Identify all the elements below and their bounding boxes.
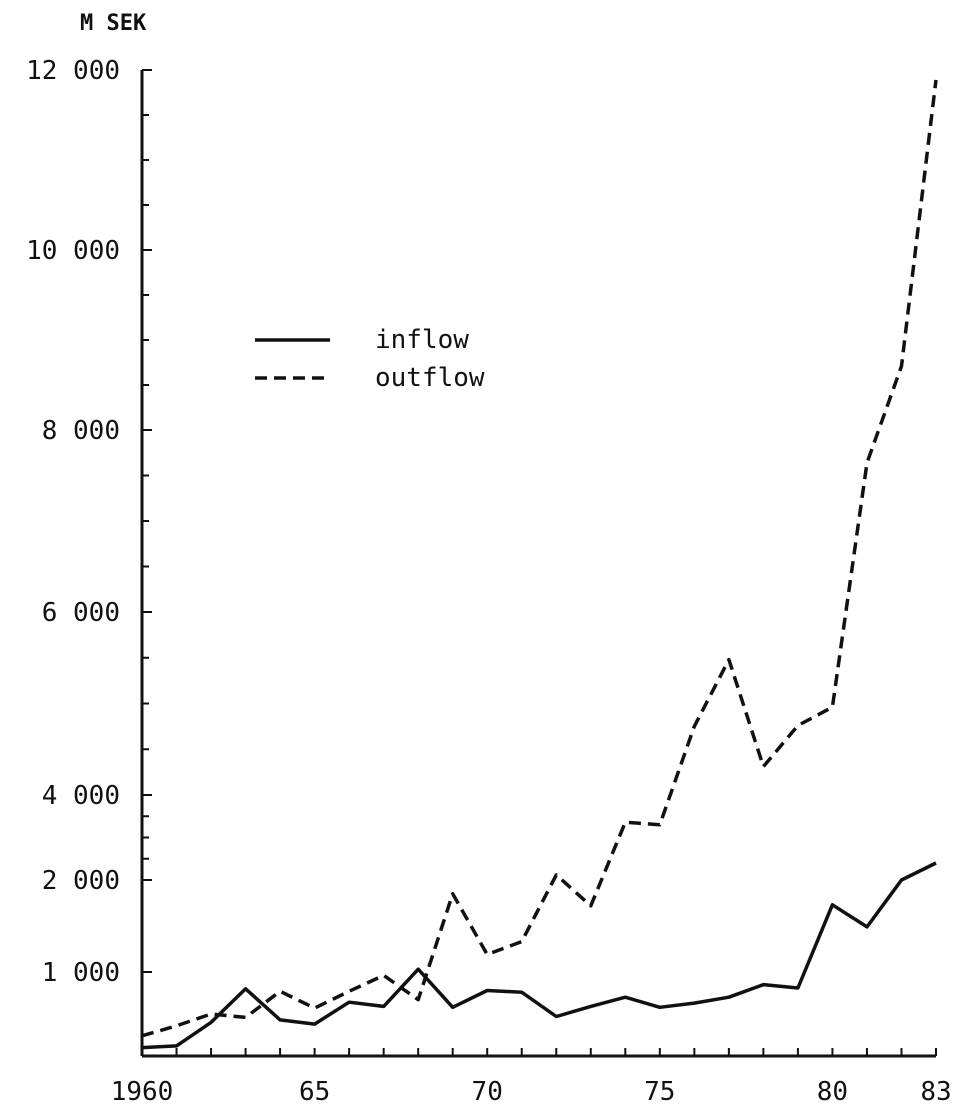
x-tick-label: 70: [472, 1077, 503, 1107]
legend: inflow outflow: [255, 325, 485, 393]
series-line-inflow: [142, 863, 936, 1048]
y-unit-label: M SEK: [80, 11, 147, 36]
y-tick-label: 10 000: [26, 236, 120, 266]
legend-label-inflow: inflow: [375, 325, 469, 355]
x-tick-label: 83: [920, 1077, 951, 1107]
x-tick-label: 65: [299, 1077, 330, 1107]
y-tick-label: 6 000: [42, 598, 120, 628]
x-tick-label: 75: [644, 1077, 675, 1107]
series-group: [142, 80, 936, 1048]
y-axis-ticks: 1 000 2 000 4 000 6 000 8 000 10 000 12 000: [26, 56, 152, 988]
y-tick-label: 4 000: [42, 781, 120, 811]
y-tick-label: 8 000: [42, 416, 120, 446]
y-tick-label: 12 000: [26, 56, 120, 86]
y-tick-label: 1 000: [42, 958, 120, 988]
series-line-outflow: [142, 80, 936, 1036]
x-tick-label: 80: [817, 1077, 848, 1107]
y-tick-label: 2 000: [42, 866, 120, 896]
legend-label-outflow: outflow: [375, 363, 485, 393]
x-tick-label: 1960: [111, 1077, 174, 1107]
